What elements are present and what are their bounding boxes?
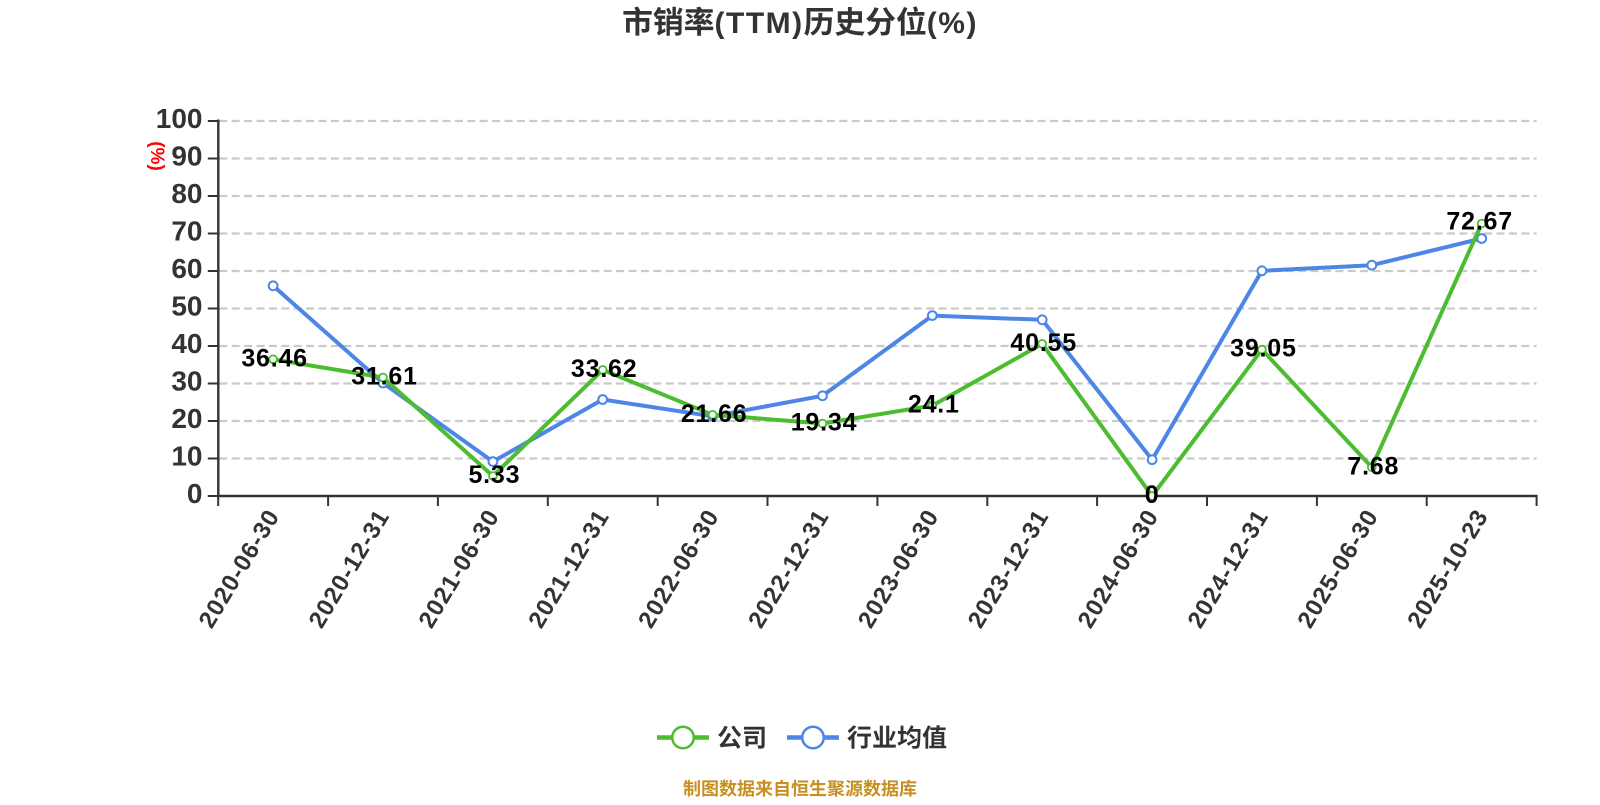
svg-text:80: 80	[171, 178, 202, 209]
svg-text:19.34: 19.34	[791, 409, 858, 437]
svg-text:24.1: 24.1	[908, 391, 960, 419]
svg-text:70: 70	[171, 216, 202, 247]
svg-text:30: 30	[171, 366, 202, 397]
svg-text:36.46: 36.46	[241, 344, 308, 372]
svg-text:100: 100	[156, 103, 203, 134]
svg-text:0: 0	[1145, 481, 1160, 509]
svg-text:7.68: 7.68	[1347, 452, 1399, 480]
svg-text:40: 40	[171, 328, 202, 359]
svg-text:50: 50	[171, 291, 202, 322]
svg-text:90: 90	[171, 141, 202, 172]
svg-text:40.55: 40.55	[1010, 329, 1077, 357]
svg-text:20: 20	[171, 403, 202, 434]
svg-text:10: 10	[171, 441, 202, 472]
svg-text:33.62: 33.62	[571, 355, 638, 383]
svg-text:5.33: 5.33	[468, 461, 520, 489]
svg-text:39.05: 39.05	[1230, 335, 1297, 363]
svg-text:(TTM): (TTM)	[715, 7, 804, 40]
svg-text:60: 60	[171, 253, 202, 284]
svg-text:21.66: 21.66	[681, 400, 748, 428]
svg-text:0: 0	[187, 478, 203, 509]
svg-text:31.61: 31.61	[351, 363, 418, 391]
svg-text:72.67: 72.67	[1446, 208, 1513, 236]
svg-text:(%): (%)	[927, 7, 978, 40]
svg-text:(%): (%)	[146, 141, 167, 171]
